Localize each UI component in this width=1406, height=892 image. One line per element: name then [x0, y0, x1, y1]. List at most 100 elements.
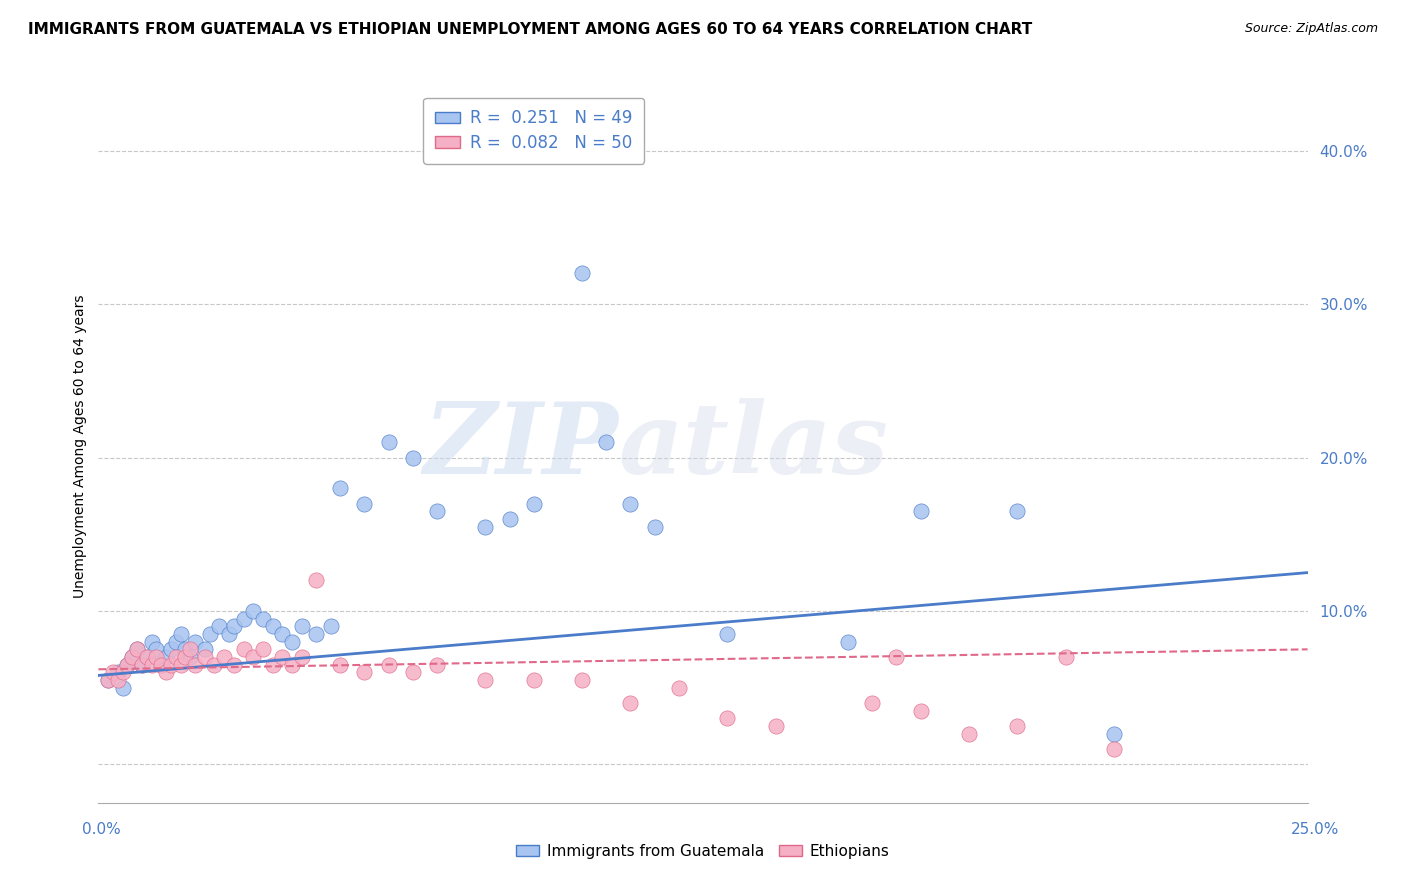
Point	[716, 627, 738, 641]
Point	[668, 681, 690, 695]
Point	[765, 719, 787, 733]
Text: 0.0%: 0.0%	[82, 822, 121, 837]
Point	[1102, 742, 1125, 756]
Point	[101, 665, 124, 680]
Point	[145, 650, 167, 665]
Point	[271, 650, 294, 665]
Point	[957, 727, 980, 741]
Point	[290, 650, 312, 665]
Point	[160, 657, 183, 672]
Point	[212, 650, 235, 665]
Point	[716, 711, 738, 725]
Point	[141, 657, 163, 672]
Point	[377, 657, 399, 672]
Point	[208, 619, 231, 633]
Point	[204, 657, 226, 672]
Point	[242, 604, 264, 618]
Point	[117, 657, 139, 672]
Point	[194, 650, 217, 665]
Text: Source: ZipAtlas.com: Source: ZipAtlas.com	[1244, 22, 1378, 36]
Point	[595, 435, 617, 450]
Point	[174, 650, 197, 665]
Point	[886, 650, 908, 665]
Point	[232, 612, 254, 626]
Point	[111, 665, 134, 680]
Point	[426, 504, 449, 518]
Point	[135, 650, 157, 665]
Point	[194, 642, 217, 657]
Point	[174, 642, 197, 657]
Point	[910, 504, 932, 518]
Point	[127, 642, 149, 657]
Point	[319, 619, 342, 633]
Point	[184, 657, 207, 672]
Point	[165, 634, 187, 648]
Point	[329, 657, 352, 672]
Point	[252, 612, 274, 626]
Point	[145, 642, 167, 657]
Point	[329, 481, 352, 495]
Point	[305, 627, 328, 641]
Point	[910, 704, 932, 718]
Point	[169, 657, 191, 672]
Point	[141, 634, 163, 648]
Point	[1007, 504, 1029, 518]
Point	[262, 657, 284, 672]
Point	[165, 650, 187, 665]
Point	[111, 681, 134, 695]
Point	[271, 627, 294, 641]
Text: 25.0%: 25.0%	[1291, 822, 1339, 837]
Text: atlas: atlas	[619, 398, 889, 494]
Point	[155, 650, 177, 665]
Y-axis label: Unemployment Among Ages 60 to 64 years: Unemployment Among Ages 60 to 64 years	[73, 294, 87, 598]
Point	[222, 619, 245, 633]
Point	[281, 634, 304, 648]
Point	[169, 627, 191, 641]
Point	[290, 619, 312, 633]
Point	[184, 634, 207, 648]
Point	[837, 634, 859, 648]
Text: IMMIGRANTS FROM GUATEMALA VS ETHIOPIAN UNEMPLOYMENT AMONG AGES 60 TO 64 YEARS CO: IMMIGRANTS FROM GUATEMALA VS ETHIOPIAN U…	[28, 22, 1032, 37]
Point	[155, 665, 177, 680]
Point	[1054, 650, 1077, 665]
Point	[305, 574, 328, 588]
Point	[353, 665, 375, 680]
Point	[262, 619, 284, 633]
Point	[252, 642, 274, 657]
Point	[131, 657, 153, 672]
Point	[353, 497, 375, 511]
Point	[107, 673, 129, 687]
Point	[117, 657, 139, 672]
Point	[1102, 727, 1125, 741]
Point	[498, 512, 520, 526]
Point	[97, 673, 120, 687]
Point	[474, 519, 496, 533]
Point	[1007, 719, 1029, 733]
Point	[242, 650, 264, 665]
Point	[619, 696, 641, 710]
Text: ZIP: ZIP	[423, 398, 619, 494]
Point	[474, 673, 496, 687]
Point	[281, 657, 304, 672]
Point	[377, 435, 399, 450]
Point	[127, 642, 149, 657]
Point	[222, 657, 245, 672]
Point	[135, 650, 157, 665]
Point	[402, 665, 425, 680]
Point	[426, 657, 449, 672]
Point	[150, 657, 173, 672]
Point	[179, 650, 201, 665]
Point	[644, 519, 666, 533]
Point	[160, 642, 183, 657]
Point	[523, 673, 546, 687]
Point	[232, 642, 254, 657]
Point	[121, 650, 143, 665]
Point	[860, 696, 883, 710]
Point	[402, 450, 425, 465]
Legend: Immigrants from Guatemala, Ethiopians: Immigrants from Guatemala, Ethiopians	[510, 838, 896, 864]
Point	[218, 627, 240, 641]
Point	[179, 642, 201, 657]
Point	[523, 497, 546, 511]
Point	[121, 650, 143, 665]
Point	[571, 673, 593, 687]
